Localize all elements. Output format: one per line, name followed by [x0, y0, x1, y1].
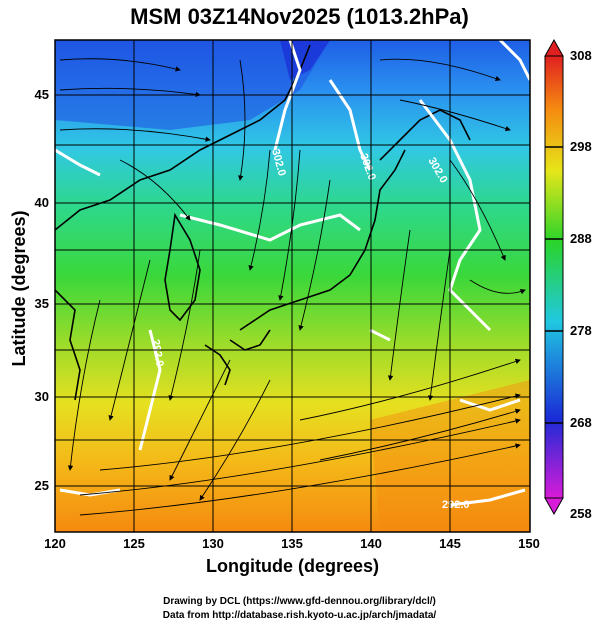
svg-text:25: 25 — [35, 478, 49, 493]
svg-text:40: 40 — [35, 195, 49, 210]
graticule — [55, 40, 530, 532]
svg-text:298: 298 — [570, 139, 592, 154]
svg-text:30: 30 — [35, 389, 49, 404]
svg-text:292.0: 292.0 — [442, 499, 470, 511]
colorbar: 308 298 288 278 268 258 — [544, 38, 592, 521]
svg-text:35: 35 — [35, 296, 49, 311]
svg-text:288: 288 — [570, 231, 592, 246]
svg-text:308: 308 — [570, 48, 592, 63]
svg-text:120: 120 — [44, 536, 66, 551]
x-axis-ticks: 120 125 130 135 140 145 150 — [44, 536, 540, 551]
svg-text:125: 125 — [123, 536, 145, 551]
credit-line-data: Data from http://database.rish.kyoto-u.a… — [162, 610, 437, 621]
svg-text:278: 278 — [570, 323, 592, 338]
svg-text:258: 258 — [570, 506, 592, 521]
svg-text:45: 45 — [35, 87, 49, 102]
x-axis-label: Longitude (degrees) — [205, 556, 379, 576]
svg-text:268: 268 — [570, 415, 592, 430]
colorbar-bottom-arrow — [544, 497, 564, 516]
svg-text:145: 145 — [439, 536, 461, 551]
y-axis-ticks: 25 30 35 40 45 — [35, 87, 49, 493]
svg-text:292.0: 292.0 — [149, 338, 166, 367]
colorbar-top-arrow — [544, 38, 564, 57]
credit-line-dcl: Drawing by DCL (https://www.gfd-dennou.o… — [163, 596, 436, 607]
map-title: MSM 03Z14Nov2025 (1013.2hPa) — [130, 4, 469, 29]
plot-frame — [54, 39, 531, 533]
y-axis-label: Latitude (degrees) — [9, 210, 29, 367]
svg-text:150: 150 — [518, 536, 540, 551]
svg-text:130: 130 — [202, 536, 224, 551]
svg-text:135: 135 — [281, 536, 303, 551]
svg-text:140: 140 — [360, 536, 382, 551]
